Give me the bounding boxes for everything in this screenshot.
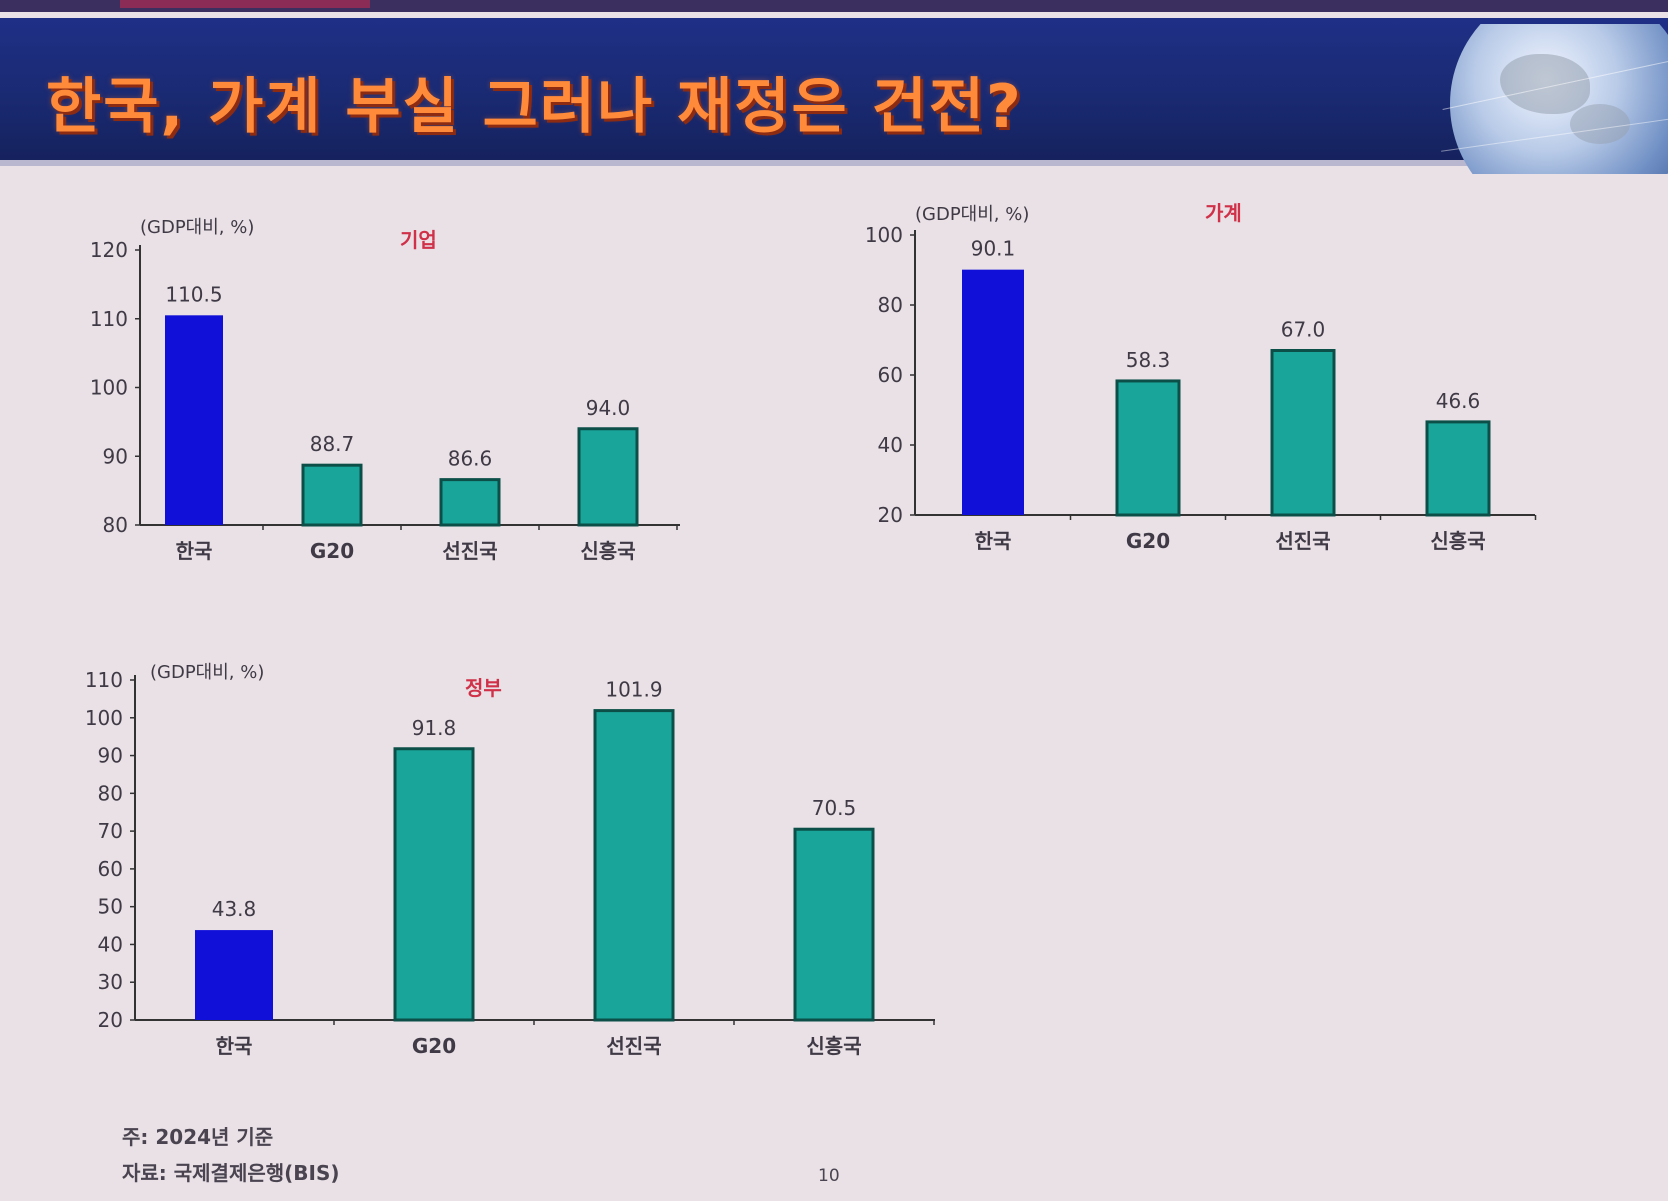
y-tick-label: 120 bbox=[90, 238, 128, 262]
government-debt-chart: 20 30 40 50 60 70 80 90 100 110 (GDP대비, %) 정부 43.8 한국… bbox=[85, 662, 935, 1058]
x-category-label: G20 bbox=[412, 1034, 456, 1058]
y-tick-label: 110 bbox=[85, 668, 123, 692]
x-category-label: 신흥국 bbox=[1430, 529, 1485, 553]
chart-title: 기업 bbox=[400, 228, 437, 252]
bar bbox=[577, 427, 639, 527]
bar bbox=[1115, 379, 1181, 517]
unit-label: (GDP대비, %) bbox=[140, 217, 254, 238]
bar-value-label: 90.1 bbox=[971, 237, 1016, 261]
x-category-label: 한국 bbox=[975, 529, 1012, 553]
x-category-label: G20 bbox=[310, 539, 354, 563]
bar-value-label: 67.0 bbox=[1281, 318, 1326, 342]
bar bbox=[1270, 349, 1336, 517]
title-banner: 한국, 가계 부실 그러나 재정은 건전? bbox=[0, 18, 1668, 174]
y-tick-label: 20 bbox=[98, 1008, 123, 1032]
y-tick-label: 80 bbox=[103, 513, 128, 537]
footnote-note: 주: 2024년 기준 bbox=[122, 1125, 274, 1149]
y-tick-label: 40 bbox=[98, 932, 123, 956]
unit-label: (GDP대비, %) bbox=[915, 204, 1029, 225]
globe-land-shape bbox=[1500, 54, 1590, 114]
bar bbox=[793, 827, 875, 1022]
y-tick-label: 100 bbox=[865, 223, 903, 247]
y-tick-label: 50 bbox=[98, 895, 123, 919]
bar-value-label: 94.0 bbox=[586, 396, 631, 420]
y-tick-label: 90 bbox=[103, 444, 128, 468]
bar-value-label: 58.3 bbox=[1126, 348, 1171, 372]
corporate-debt-chart: 80 90 100 110 120 (GDP대비, %) 기업 110.5 한국 88.7 G20 8… bbox=[90, 217, 680, 563]
x-category-label: 한국 bbox=[216, 1034, 253, 1058]
x-category-label: 선진국 bbox=[606, 1034, 661, 1058]
y-tick-label: 40 bbox=[878, 433, 903, 457]
footnote-source: 자료: 국제결제은행(BIS) bbox=[122, 1161, 340, 1185]
bar bbox=[439, 478, 501, 527]
bar-value-label: 86.6 bbox=[448, 447, 493, 471]
bar bbox=[962, 269, 1024, 515]
household-debt-chart: 20 40 60 80 100 (GDP대비, %) 가계 90.1 한국 58.3 G20 67.0… bbox=[865, 201, 1537, 553]
top-strip bbox=[0, 0, 1668, 12]
bar bbox=[301, 463, 363, 527]
bar bbox=[165, 315, 223, 525]
bar-value-label: 91.8 bbox=[412, 716, 457, 740]
y-tick-label: 20 bbox=[878, 503, 903, 527]
x-category-label: 신흥국 bbox=[806, 1034, 861, 1058]
y-tick-label: 60 bbox=[98, 857, 123, 881]
bar-value-label: 43.8 bbox=[212, 897, 257, 921]
y-tick-label: 100 bbox=[85, 706, 123, 730]
x-category-label: 선진국 bbox=[442, 539, 497, 563]
bar bbox=[1425, 420, 1491, 517]
slide-title: 한국, 가계 부실 그러나 재정은 건전? bbox=[46, 72, 1023, 142]
y-tick-label: 110 bbox=[90, 307, 128, 331]
bar bbox=[393, 747, 475, 1022]
bar-value-label: 101.9 bbox=[605, 678, 662, 702]
x-category-label: 신흥국 bbox=[580, 539, 635, 563]
unit-label: (GDP대비, %) bbox=[150, 662, 264, 683]
y-tick-label: 60 bbox=[878, 363, 903, 387]
y-tick-label: 80 bbox=[878, 293, 903, 317]
globe-icon bbox=[1440, 24, 1668, 174]
x-category-label: G20 bbox=[1126, 529, 1170, 553]
chart-title: 가계 bbox=[1205, 201, 1242, 225]
y-tick-label: 80 bbox=[98, 781, 123, 805]
top-strip-accent bbox=[120, 0, 370, 8]
x-category-label: 선진국 bbox=[1275, 529, 1330, 553]
bar-value-label: 70.5 bbox=[812, 796, 857, 820]
chart-title: 정부 bbox=[465, 676, 502, 700]
x-category-label: 한국 bbox=[176, 539, 213, 563]
bar-value-label: 46.6 bbox=[1436, 389, 1481, 413]
y-tick-label: 90 bbox=[98, 744, 123, 768]
y-tick-label: 30 bbox=[98, 970, 123, 994]
globe-land-shape bbox=[1570, 104, 1630, 144]
bar bbox=[195, 930, 273, 1020]
bar bbox=[593, 709, 675, 1022]
page-number: 10 bbox=[818, 1166, 840, 1186]
bar-value-label: 88.7 bbox=[310, 432, 355, 456]
y-tick-label: 70 bbox=[98, 819, 123, 843]
y-tick-label: 100 bbox=[90, 376, 128, 400]
bar-value-label: 110.5 bbox=[165, 282, 222, 306]
